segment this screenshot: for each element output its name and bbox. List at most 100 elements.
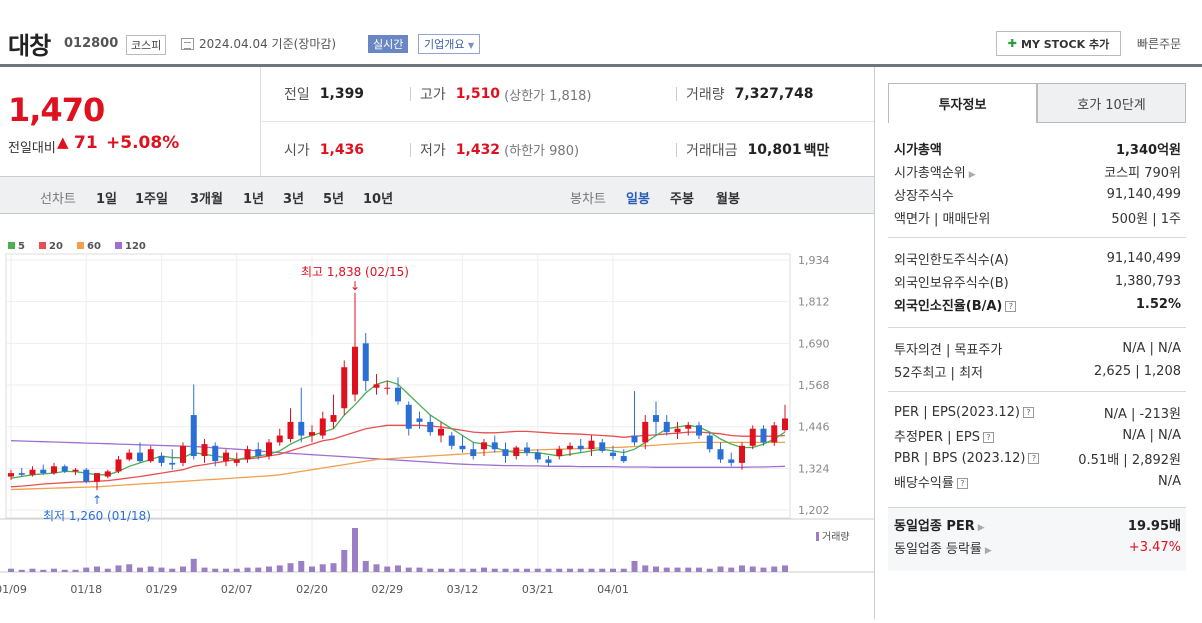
candle-body — [169, 462, 176, 465]
candle-body — [502, 449, 509, 457]
tab-invest-info[interactable]: 투자정보 — [888, 83, 1037, 123]
help-icon[interactable]: ? — [956, 478, 968, 489]
info-row: 시가총액 1,340억원 — [894, 137, 1181, 160]
corp-info-dropdown[interactable]: 기업개요 ▼ — [418, 34, 481, 54]
volume-bar — [395, 565, 401, 572]
info-label: PER | EPS(2023.12) — [894, 405, 1020, 420]
help-icon[interactable]: ? — [1028, 453, 1040, 464]
volume-bar — [663, 567, 670, 572]
info-row: PER | EPS(2023.12)? N/A | -213원 — [894, 401, 1181, 424]
info-row: PBR | BPS (2023.12)? 0.51배 | 2,892원 — [894, 447, 1181, 470]
info-divider — [888, 237, 1186, 238]
volume-bar — [545, 568, 552, 572]
volume-bar — [40, 569, 47, 572]
open-label: 시가 — [284, 142, 310, 159]
lower-limit: (하한가 980) — [504, 144, 580, 159]
volume-bar — [190, 558, 197, 572]
tab-daily[interactable]: 일봉 — [626, 192, 650, 207]
tab-orderbook[interactable]: 호가 10단계 — [1037, 83, 1186, 123]
change-value: 71 — [74, 133, 98, 153]
tab-1w[interactable]: 1주일 — [135, 192, 168, 207]
volume-bar — [158, 567, 165, 572]
candle-body — [362, 343, 369, 381]
candle-body — [524, 447, 530, 453]
candle-body — [448, 435, 455, 446]
candle-body — [180, 445, 186, 463]
candle-body — [588, 440, 595, 450]
tab-monthly[interactable]: 월봉 — [716, 192, 740, 207]
quote-date: 2024.04.04 기준(장마감) — [199, 37, 337, 51]
realtime-button[interactable]: 실시간 — [368, 35, 409, 53]
info-label: 외국인한도주식수(A) — [894, 253, 1009, 268]
help-icon[interactable]: ? — [1022, 407, 1034, 418]
market-badge: 코스피 — [126, 35, 167, 55]
info-label: PBR | BPS (2023.12) — [894, 451, 1026, 466]
volume-bar — [577, 568, 584, 572]
x-tick-label: 02/07 — [221, 583, 253, 596]
candle-body — [513, 447, 520, 457]
candle-body — [728, 459, 735, 463]
candle-body — [470, 449, 477, 457]
legend-swatch — [115, 242, 122, 249]
candle-body — [94, 473, 100, 482]
tab-1d[interactable]: 1일 — [96, 192, 118, 207]
quick-order-button[interactable]: 빠른주문 — [1137, 37, 1182, 51]
plot-frame — [5, 253, 791, 519]
y-tick-label: 1,324 — [798, 462, 830, 475]
info-label: 시가총액 — [894, 143, 942, 158]
tab-3m[interactable]: 3개월 — [190, 192, 223, 207]
info-label: 동일업종 PER — [894, 519, 975, 534]
open-value: 1,436 — [319, 141, 365, 158]
info-row: 외국인한도주식수(A) 91,140,499 — [894, 247, 1181, 270]
candle-body — [405, 404, 412, 429]
candle-body — [104, 471, 111, 477]
volume-bar — [147, 566, 154, 572]
volume-bar — [18, 569, 25, 572]
candle-body — [459, 445, 466, 450]
line-chart-label: 선차트 — [40, 192, 76, 207]
candle-body — [40, 469, 47, 474]
info-value: N/A | N/A — [1122, 428, 1181, 443]
tab-5y[interactable]: 5년 — [323, 192, 345, 207]
candle-body — [8, 473, 14, 477]
candle-body — [244, 449, 251, 460]
volume-bar — [362, 561, 369, 572]
x-tick-label: 04/01 — [597, 583, 629, 596]
x-tick-label: 01/09 — [0, 583, 27, 596]
candle-body — [749, 428, 756, 446]
volume-bar — [330, 563, 337, 572]
volume-bar — [384, 566, 391, 572]
candle-body — [438, 428, 444, 436]
tab-weekly[interactable]: 주봉 — [670, 192, 694, 207]
info-label: 배당수익률 — [894, 476, 954, 491]
candle-body — [201, 444, 208, 457]
legend-swatch — [39, 242, 46, 249]
y-tick-label: 1,934 — [798, 254, 830, 267]
help-icon[interactable]: ? — [982, 432, 994, 443]
info-divider — [888, 391, 1186, 392]
help-icon[interactable]: ? — [1005, 301, 1017, 312]
volume-bar — [696, 567, 702, 572]
candle-body — [309, 432, 315, 436]
high-label: 고가 — [420, 87, 446, 103]
candle-body — [706, 435, 713, 450]
chevron-right-icon[interactable]: ▶ — [968, 170, 976, 180]
tab-1y[interactable]: 1년 — [243, 192, 265, 207]
info-row: 투자의견 | 목표주가 N/A | N/A — [894, 337, 1181, 360]
chevron-right-icon[interactable]: ▶ — [977, 523, 985, 533]
info-value: 91,140,499 — [1106, 187, 1181, 202]
tab-3y[interactable]: 3년 — [283, 192, 305, 207]
volume-bar — [373, 564, 380, 572]
y-tick-label: 1,812 — [798, 296, 830, 309]
chevron-right-icon[interactable]: ▶ — [984, 546, 992, 556]
volume-bar — [674, 567, 681, 572]
candle-body — [696, 425, 702, 436]
candle-body — [255, 449, 262, 457]
tab-10y[interactable]: 10년 — [363, 192, 394, 207]
info-label: 투자의견 | 목표주가 — [894, 343, 1003, 358]
info-divider — [888, 327, 1186, 328]
my-stock-add-button[interactable]: ✚ MY STOCK 추가 — [996, 31, 1121, 56]
candle-body — [739, 445, 745, 463]
volume-legend-swatch — [816, 532, 819, 541]
volume-bar — [416, 567, 423, 572]
